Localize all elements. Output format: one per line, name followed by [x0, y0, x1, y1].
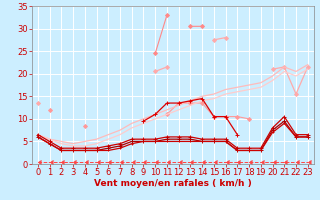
X-axis label: Vent moyen/en rafales ( km/h ): Vent moyen/en rafales ( km/h ): [94, 179, 252, 188]
